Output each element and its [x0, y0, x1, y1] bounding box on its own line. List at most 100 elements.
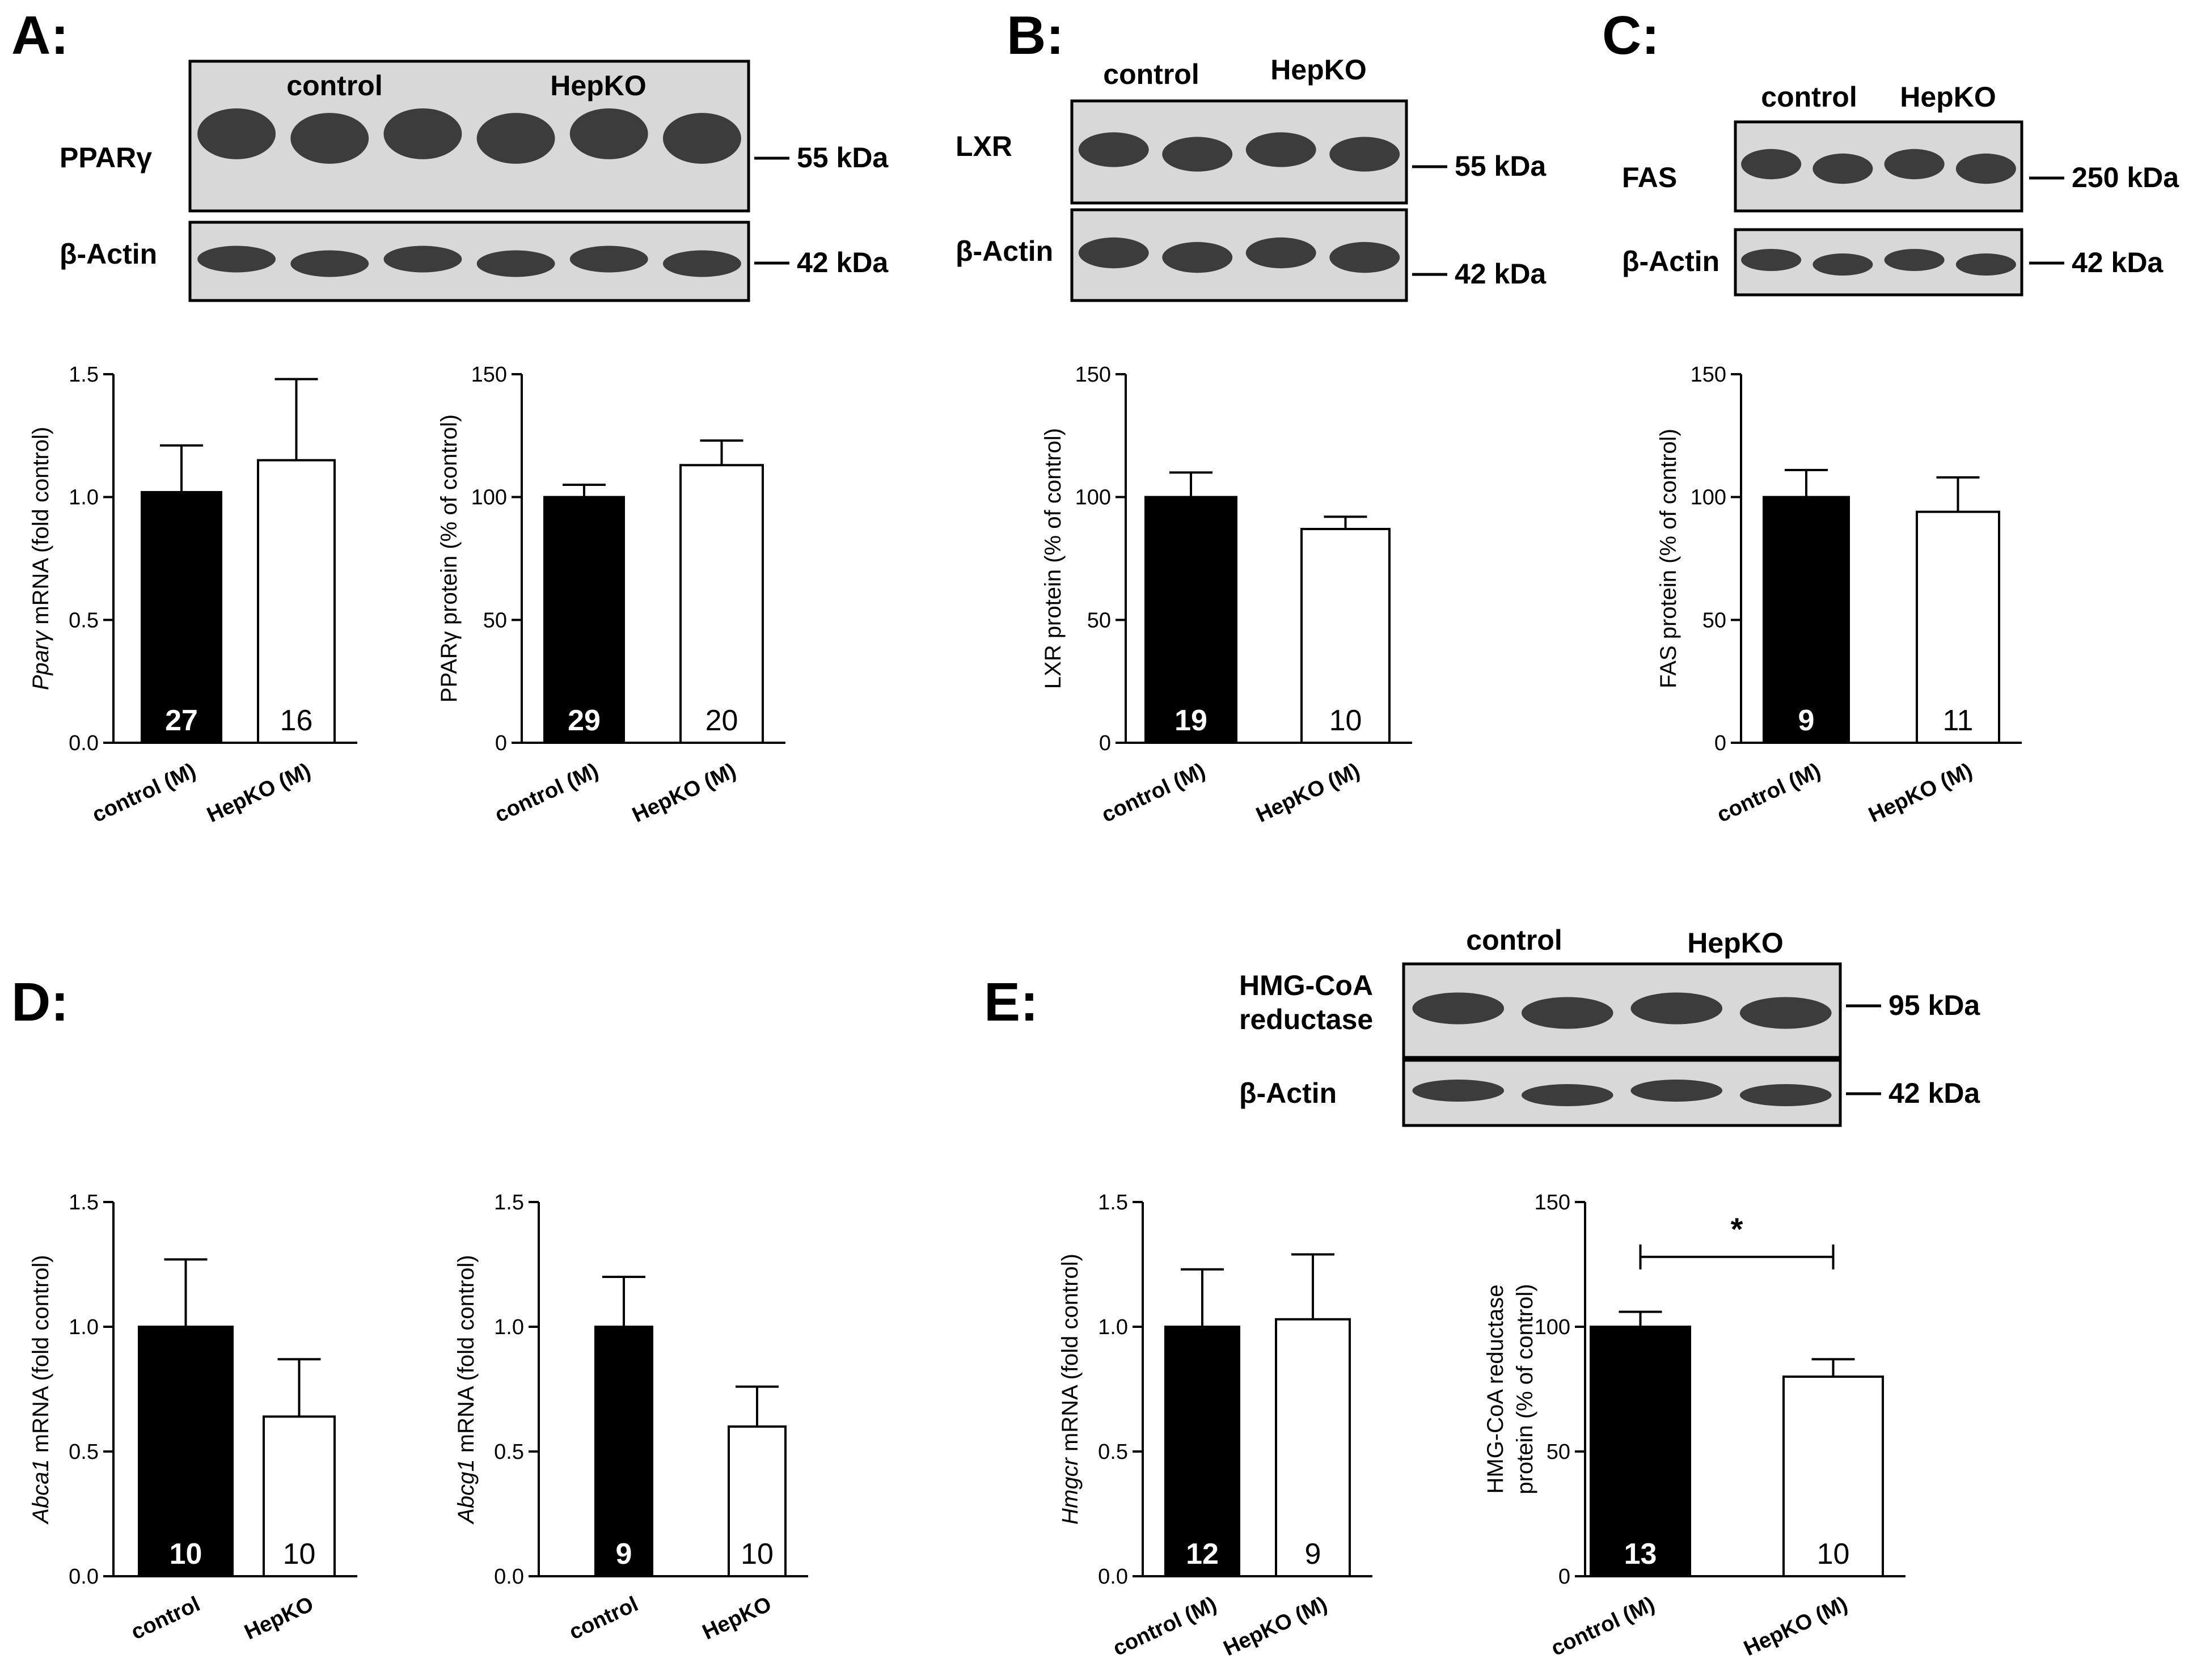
blot-band [1884, 248, 1945, 272]
kda-label: 55 kDa [797, 142, 889, 173]
panel-letter-c: C: [1602, 5, 1659, 66]
blot-protein-label: LXR [956, 130, 1012, 162]
blot-band [1739, 1084, 1832, 1107]
y-tick-label: 0.5 [69, 608, 99, 632]
blot-protein-label: FAS [1622, 162, 1677, 193]
blot-b-1: LXR 55 kDa control HepKO [956, 54, 1547, 205]
y-axis-label-text: mRNA (fold control) [1058, 1254, 1083, 1458]
blot-membrane [188, 221, 750, 302]
y-axis-label-text: PPARγ protein (% of control) [437, 414, 462, 703]
blot-band [197, 246, 276, 273]
n-label: 29 [568, 704, 601, 737]
western-blots: A: PPARγ 55 kDa control HepKO β-Actin 42 kDa B:… [11, 5, 2179, 1127]
bar-control [141, 491, 222, 744]
category-label: HepKO (M) [1865, 759, 1976, 827]
chart-c1: 0 50 100 150 FAS protein (% of control) 9 cont… [1656, 363, 2022, 827]
blot-protein-label-line2: reductase [1239, 1004, 1373, 1035]
blot-protein-label: β-Actin [1239, 1077, 1337, 1109]
bar-control [1763, 496, 1850, 744]
blot-protein-label: β-Actin [1622, 246, 1719, 277]
kda-label: 250 kDa [2072, 162, 2179, 193]
blot-band [569, 108, 648, 159]
kda-label: 42 kDa [1455, 258, 1547, 290]
blot-band [1412, 992, 1505, 1025]
y-tick-label: 0.0 [494, 1565, 524, 1589]
bar-hepko [1916, 510, 2000, 744]
y-tick-label: 1.0 [1098, 1315, 1128, 1339]
blot-band [383, 246, 462, 273]
category-label: HepKO (M) [1220, 1592, 1331, 1661]
y-tick-label: 100 [1075, 486, 1111, 510]
panel-letter-b: B: [1007, 5, 1064, 66]
blot-band [1741, 248, 1802, 272]
n-label: 20 [705, 704, 738, 737]
n-label: 13 [1624, 1538, 1657, 1571]
category-label: HepKO [241, 1592, 317, 1644]
blot-header-hepko: HepKO [550, 70, 646, 101]
y-axis-label: Abcg1 mRNA (fold control) [454, 1255, 479, 1525]
blot-band [476, 113, 555, 164]
y-axis-label-text: mRNA (fold control) [454, 1255, 479, 1459]
y-tick-label: 1.5 [69, 363, 99, 387]
y-axis-label-line2: protein (% of control) [1512, 1284, 1537, 1494]
blot-c-1: FAS 250 kDa control HepKO [1622, 81, 2179, 213]
kda-label: 55 kDa [1455, 150, 1547, 182]
y-tick-label: 50 [1547, 1440, 1570, 1464]
bar-hepko [1300, 528, 1391, 744]
blot-band [1521, 1084, 1613, 1107]
y-axis-label-text: mRNA (fold control) [28, 1255, 53, 1459]
panel-letter-e: E: [984, 972, 1038, 1032]
n-label: 27 [165, 704, 198, 737]
blot-band [1245, 237, 1316, 269]
y-tick-label: 100 [1535, 1315, 1570, 1339]
category-label: control (M) [491, 759, 602, 827]
y-tick-label: 0.5 [69, 1440, 99, 1464]
y-axis-label: Abca1 mRNA (fold control) [28, 1255, 53, 1525]
n-label: 9 [1305, 1538, 1321, 1571]
y-tick-label: 50 [483, 608, 507, 632]
blot-band [1078, 237, 1149, 269]
blot-c-2: β-Actin 42 kDa [1622, 228, 2164, 297]
kda-label: 42 kDa [797, 247, 889, 278]
bar-hepko [679, 464, 764, 744]
bar-control [138, 1326, 234, 1577]
significance-star: * [1731, 1211, 1743, 1247]
y-axis-label: HMG-CoA reductase [1483, 1284, 1508, 1493]
y-tick-label: 50 [1702, 608, 1726, 632]
n-label: 12 [1186, 1538, 1219, 1571]
chart-a2: 0 50 100 150 PPARγ protein (% of control) 29 c… [437, 363, 785, 827]
blot-membrane [188, 60, 750, 213]
blot-band [1329, 137, 1400, 172]
blot-protein-label: PPARγ [60, 142, 152, 173]
y-tick-label: 100 [1691, 486, 1726, 510]
panel-letter-a: A: [11, 5, 69, 66]
y-axis-label: Pparγ mRNA (fold control) [28, 427, 53, 691]
y-tick-label: 150 [1075, 363, 1111, 387]
n-label: 10 [283, 1538, 316, 1571]
blot-header-hepko: HepKO [1270, 54, 1366, 86]
y-tick-label: 0 [495, 731, 507, 755]
blot-a-1: PPARγ 55 kDa control HepKO [60, 60, 889, 213]
n-label: 10 [741, 1538, 774, 1571]
kda-label: 95 kDa [1888, 989, 1980, 1021]
y-tick-label: 1.5 [69, 1191, 99, 1214]
y-tick-label: 0.5 [494, 1440, 524, 1464]
blot-band [1741, 149, 1802, 180]
category-label: control (M) [1548, 1592, 1659, 1661]
y-axis-label: FAS protein (% of control) [1656, 429, 1681, 688]
y-tick-label: 0.0 [1098, 1565, 1128, 1589]
n-label: 11 [1943, 704, 1974, 737]
chart-e1: 0.0 0.5 1.0 1.5 Hmgcr mRNA (fold control) 12 c… [1058, 1191, 1372, 1661]
kda-label: 42 kDa [1888, 1077, 1980, 1109]
bar-control [594, 1326, 653, 1577]
bar-hepko [1275, 1318, 1351, 1578]
chart-a1: 0.0 0.5 1.0 1.5 Pparγ mRNA (fold control) 27 c… [28, 363, 357, 827]
y-axis-label-gene: Hmgcr [1058, 1457, 1083, 1524]
category-label: control [565, 1592, 641, 1644]
bar-control [1164, 1326, 1240, 1577]
category-label: HepKO (M) [1253, 759, 1364, 827]
blot-band [197, 108, 276, 159]
blot-band [1162, 137, 1233, 172]
y-axis-label-text: LXR protein (% of control) [1041, 428, 1066, 689]
category-label: HepKO [699, 1592, 775, 1644]
